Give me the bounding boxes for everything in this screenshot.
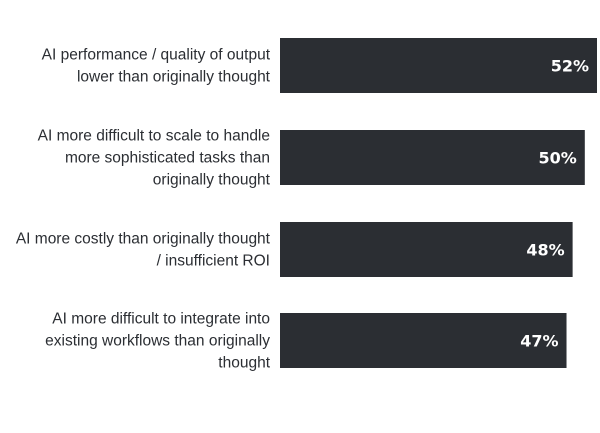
bar-row: 52% AI performance / quality of output low… — [42, 38, 597, 93]
bar-value-label: 48% — [526, 241, 564, 260]
bar-value-label: 52% — [551, 57, 589, 76]
bar-row: 50% AI more difficult to scale to handle m… — [38, 128, 585, 189]
category-label: more sophisticated tasks than — [65, 150, 270, 167]
bar-row: 47% AI more difficult to integrate into ex… — [45, 311, 567, 372]
bar-value-label: 47% — [520, 332, 558, 351]
bar — [280, 222, 573, 277]
category-label: thought — [218, 355, 270, 372]
category-label: / insufficient ROI — [157, 253, 270, 270]
category-label: AI performance / quality of output — [42, 47, 271, 64]
category-label: AI more difficult to scale to handle — [38, 128, 270, 145]
bar — [280, 130, 585, 185]
category-label: lower than originally thought — [77, 69, 271, 86]
bar — [280, 313, 567, 368]
category-label: originally thought — [153, 172, 271, 189]
category-label: existing workflows than originally — [45, 333, 270, 350]
bar-value-label: 50% — [539, 149, 577, 168]
category-label: AI more costly than originally thought — [16, 231, 271, 248]
category-label: AI more difficult to integrate into — [52, 311, 270, 328]
bar-row: 48% AI more costly than originally though… — [16, 222, 573, 277]
bar — [280, 38, 597, 93]
